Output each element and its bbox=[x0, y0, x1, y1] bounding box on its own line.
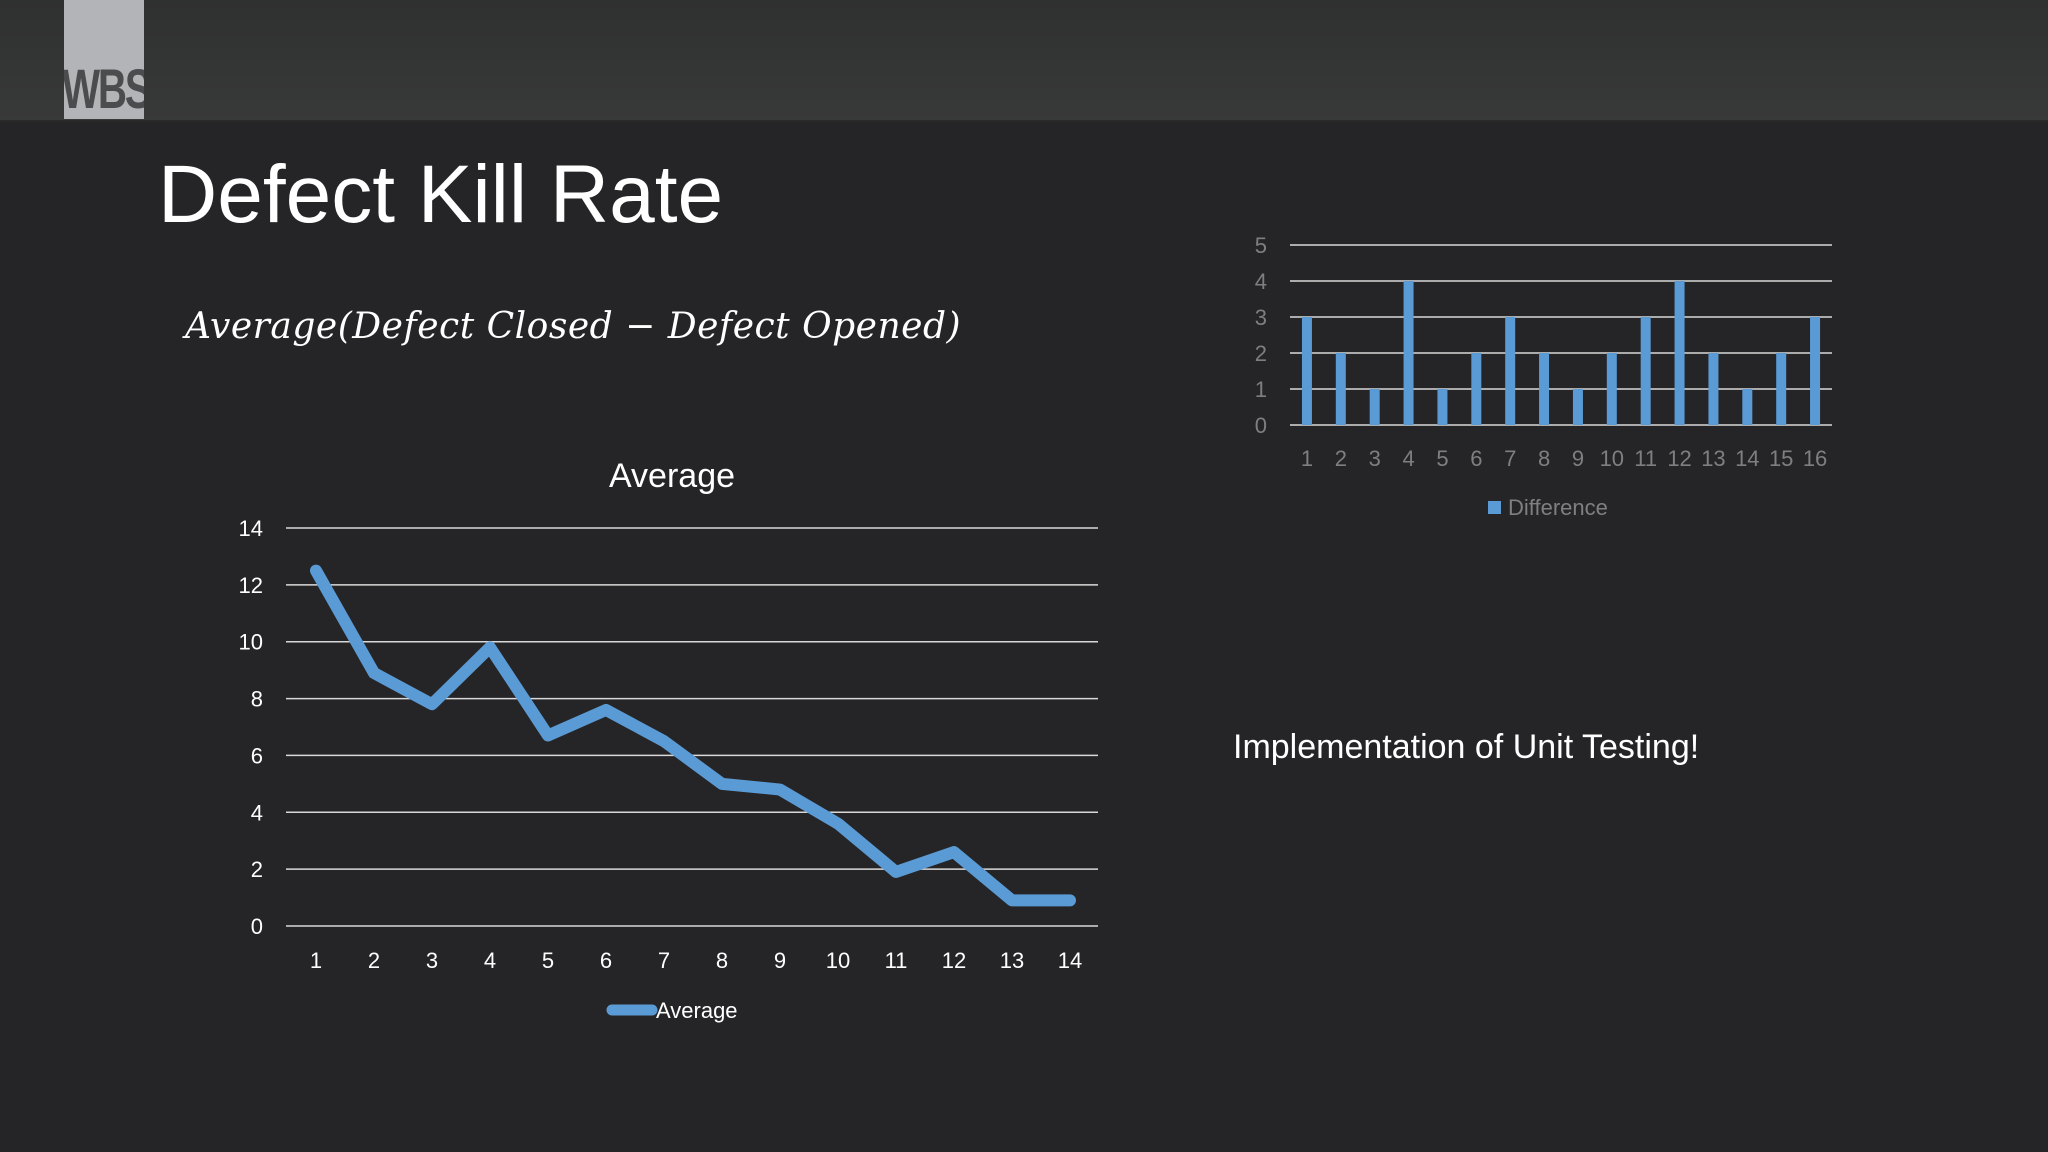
x-tick-label: 11 bbox=[885, 948, 908, 973]
formula: Average(Defect Closed − Defect Opened) bbox=[185, 306, 962, 347]
y-tick-label: 8 bbox=[251, 687, 263, 712]
wbs-logo: WBS bbox=[64, 0, 144, 119]
line-chart-x-axis: 1 2 3 4 5 6 7 8 9 10 11 12 13 14 bbox=[310, 948, 1082, 973]
x-tick-label: 12 bbox=[942, 948, 966, 973]
line-chart-title: Average bbox=[609, 457, 735, 495]
line-chart-y-axis: 0 2 4 6 8 10 12 14 bbox=[239, 516, 263, 939]
x-tick-label: 8 bbox=[716, 948, 728, 973]
x-tick-label: 6 bbox=[600, 948, 612, 973]
y-tick-label: 14 bbox=[239, 516, 263, 541]
x-tick-label: 4 bbox=[484, 948, 496, 973]
y-tick-label: 12 bbox=[239, 573, 263, 598]
x-tick-label: 2 bbox=[368, 948, 380, 973]
y-tick-label: 2 bbox=[251, 857, 263, 882]
logo-text: WBS bbox=[64, 57, 144, 119]
x-tick-label: 9 bbox=[774, 948, 786, 973]
slide-title: Defect Kill Rate bbox=[158, 149, 724, 240]
note-text: Implementation of Unit Testing! bbox=[1233, 728, 1700, 766]
y-tick-label: 6 bbox=[251, 743, 263, 768]
y-tick-label: 4 bbox=[251, 800, 263, 825]
x-tick-label: 14 bbox=[1058, 948, 1082, 973]
x-tick-label: 13 bbox=[1000, 948, 1024, 973]
line-series-average bbox=[310, 564, 1076, 907]
x-tick-label: 7 bbox=[658, 948, 670, 973]
x-tick-label: 3 bbox=[426, 948, 438, 973]
x-tick-label: 1 bbox=[310, 948, 322, 973]
y-tick-label: 10 bbox=[239, 630, 263, 655]
x-tick-label: 5 bbox=[542, 948, 554, 973]
y-tick-label: 0 bbox=[251, 914, 263, 939]
x-tick-label: 10 bbox=[826, 948, 850, 973]
top-bar: WBS bbox=[0, 0, 2048, 122]
line-chart-legend: Average bbox=[606, 998, 738, 1023]
legend-label: Average bbox=[656, 998, 738, 1023]
